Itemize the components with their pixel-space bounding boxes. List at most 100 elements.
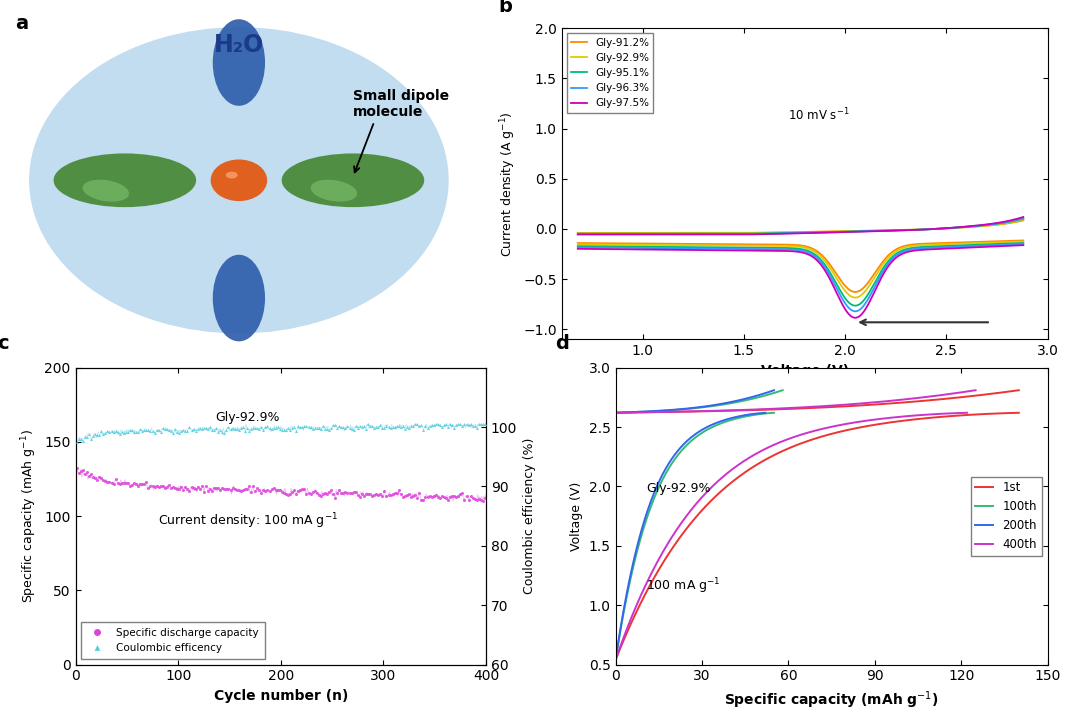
Point <box>262 484 280 495</box>
Point <box>100 426 118 438</box>
Point <box>162 482 179 493</box>
Point <box>437 492 455 503</box>
Point <box>341 422 359 433</box>
Point <box>180 485 198 496</box>
Point <box>292 421 309 432</box>
Point <box>365 422 382 433</box>
Text: 100 mA g$^{-1}$: 100 mA g$^{-1}$ <box>646 576 720 596</box>
Point <box>314 421 332 432</box>
Point <box>212 484 229 496</box>
400th <box>870 398 883 407</box>
Point <box>287 425 305 436</box>
Point <box>343 423 361 434</box>
Point <box>78 431 95 443</box>
Point <box>298 421 315 432</box>
Point <box>367 488 384 499</box>
Point <box>259 420 276 431</box>
Point <box>410 421 428 432</box>
Point <box>257 421 274 433</box>
Point <box>390 420 407 431</box>
Point <box>470 419 487 430</box>
Point <box>283 486 300 498</box>
Point <box>82 433 99 445</box>
Point <box>374 491 391 502</box>
Point <box>444 491 461 502</box>
Point <box>72 433 90 445</box>
Point <box>157 482 174 493</box>
100th <box>777 386 789 395</box>
Point <box>144 426 161 437</box>
100th <box>609 409 622 417</box>
Point <box>82 469 99 480</box>
Point <box>357 489 375 500</box>
Point <box>324 488 341 499</box>
Point <box>228 484 245 496</box>
Point <box>134 426 151 437</box>
Point <box>111 428 129 440</box>
Point <box>435 420 453 431</box>
Point <box>347 487 364 498</box>
Point <box>150 424 167 436</box>
Point <box>273 424 291 436</box>
Point <box>323 423 340 434</box>
Point <box>255 424 272 436</box>
1st <box>741 406 754 414</box>
400th <box>836 401 849 409</box>
Gly-97.5% <box>834 228 847 236</box>
Point <box>421 420 438 431</box>
Point <box>86 428 104 440</box>
Point <box>203 486 220 497</box>
Point <box>109 426 126 437</box>
Point <box>300 488 318 499</box>
Point <box>242 486 259 497</box>
Point <box>454 488 471 499</box>
Point <box>339 488 356 499</box>
Point <box>374 423 391 434</box>
Point <box>132 423 149 435</box>
Y-axis label: Voltage (V): Voltage (V) <box>570 481 583 551</box>
Point <box>168 483 186 494</box>
Point <box>84 472 102 483</box>
Point <box>474 419 491 430</box>
Text: a: a <box>15 14 29 33</box>
Point <box>403 491 420 503</box>
Point <box>449 490 467 501</box>
Point <box>246 423 264 434</box>
Point <box>289 421 307 432</box>
Point <box>405 491 422 502</box>
Gly-97.5% <box>907 226 920 234</box>
Point <box>168 426 186 438</box>
Point <box>333 422 350 433</box>
Point <box>166 482 184 493</box>
Point <box>303 423 321 435</box>
Point <box>138 424 156 436</box>
Point <box>89 474 106 486</box>
Point <box>116 477 133 489</box>
Point <box>310 423 327 434</box>
Point <box>384 421 402 433</box>
Point <box>100 477 118 488</box>
Point <box>214 482 231 493</box>
Point <box>308 422 325 433</box>
Point <box>294 421 311 433</box>
Point <box>189 423 206 435</box>
Point <box>89 429 106 440</box>
Point <box>75 436 92 447</box>
100th <box>675 405 688 414</box>
Point <box>220 421 238 433</box>
Point <box>177 481 194 492</box>
Point <box>423 419 441 431</box>
Point <box>460 420 477 431</box>
Point <box>394 491 411 502</box>
Point <box>180 421 198 433</box>
Gly-95.1% <box>650 230 663 238</box>
100th <box>730 398 743 407</box>
Point <box>316 423 334 435</box>
Point <box>121 425 138 436</box>
Point <box>105 478 122 489</box>
Point <box>148 424 165 436</box>
Gly-97.5% <box>773 230 786 238</box>
200th <box>724 398 737 407</box>
Point <box>171 483 188 494</box>
Point <box>456 495 473 506</box>
